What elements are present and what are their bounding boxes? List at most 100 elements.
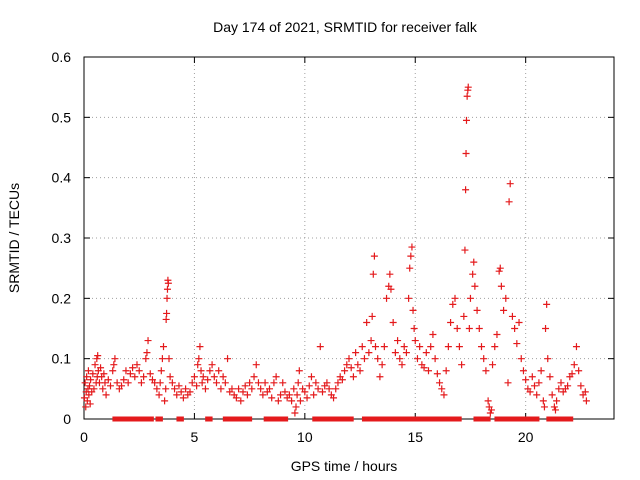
data-point-plus [310,391,318,399]
data-point-plus [442,367,450,375]
data-point-plus [235,385,243,393]
y-tick-label: 0 [63,411,71,427]
data-point-plus [491,343,499,351]
data-point-plus [544,355,552,363]
data-point-plus [294,379,302,387]
data-point-plus [508,312,516,320]
data-point-plus [409,306,417,314]
y-tick-label: 0.5 [52,109,72,125]
data-point-plus [551,406,559,414]
data-point-plus [398,361,406,369]
data-point-plus [232,394,240,402]
data-point-plus [352,349,360,357]
data-point-plus [204,376,212,384]
data-point-plus [163,285,171,293]
data-point-plus [295,367,303,375]
data-point-plus [193,382,201,390]
data-point-plus [582,397,590,405]
data-point-plus [504,379,512,387]
data-point-plus [575,367,583,375]
data-point-plus [157,367,165,375]
data-point-plus [163,294,171,302]
data-point-plus [345,355,353,363]
data-point-plus [261,379,269,387]
data-point-plus [254,379,262,387]
data-point-plus [215,367,223,375]
data-point-plus [473,306,481,314]
data-point-plus [506,180,514,188]
data-point-plus [163,309,171,317]
data-point-plus [131,373,139,381]
data-point-plus [436,379,444,387]
data-point-plus [557,379,565,387]
data-point-plus [182,385,190,393]
data-point-plus [153,385,161,393]
data-point-plus [162,315,170,323]
data-point-plus [568,370,576,378]
data-point-plus [124,379,132,387]
data-point-plus [86,400,94,408]
data-point-plus [464,83,472,91]
y-axis-label: SRMTID / TECUs [6,183,22,293]
data-point-plus [347,364,355,372]
data-point-plus [156,379,164,387]
data-point-zero [485,416,491,422]
data-point-plus [90,385,98,393]
data-point-plus [400,343,408,351]
data-point-plus [190,373,198,381]
data-point-plus [83,373,91,381]
data-point-plus [550,403,558,411]
data-point-plus [307,373,315,381]
data-point-plus [248,385,256,393]
data-point-plus [408,243,416,251]
data-point-plus [120,376,128,384]
data-point-plus [137,379,145,387]
data-point-plus [533,391,541,399]
data-point-plus [161,397,169,405]
data-point-plus [292,403,300,411]
data-point-plus [165,355,173,363]
data-point-plus [405,294,413,302]
data-point-plus [548,391,556,399]
data-point-plus [173,391,181,399]
data-point-plus [461,246,469,254]
data-point-plus [420,364,428,372]
data-point-plus [312,379,320,387]
data-point-plus [188,379,196,387]
data-point-plus [268,394,276,402]
data-point-plus [177,388,185,396]
data-point-plus [296,397,304,405]
data-point-plus [564,382,572,390]
data-point-plus [363,318,371,326]
data-point-plus [463,92,471,100]
data-point-plus [513,340,521,348]
data-point-plus [210,373,218,381]
data-point-zero [247,416,253,422]
data-point-plus [540,403,548,411]
y-tick-label: 0.4 [52,170,72,186]
data-point-plus [113,379,121,387]
data-point-plus [378,361,386,369]
data-point-plus [323,379,331,387]
data-point-plus [143,349,151,357]
data-point-plus [194,361,202,369]
data-point-plus [259,391,267,399]
x-tick-label: 20 [518,429,534,445]
data-point-plus [81,379,89,387]
data-point-plus [84,367,92,375]
y-tick-label: 0.1 [52,351,72,367]
data-point-plus [196,343,204,351]
data-point-plus [489,361,497,369]
data-point-plus [166,373,174,381]
data-point-plus [496,264,504,272]
data-point-plus [542,325,550,332]
data-point-plus [213,379,220,387]
data-point-plus [462,150,470,158]
data-point-plus [497,282,505,290]
axis-ticks: 0 0.1 0.2 0.3 0.4 0.5 0.6 0 5 10 15 20 [52,49,614,445]
data-point-plus [241,382,249,390]
data-point-plus [237,397,245,405]
data-point-plus [341,367,349,375]
data-point-plus [197,367,205,375]
